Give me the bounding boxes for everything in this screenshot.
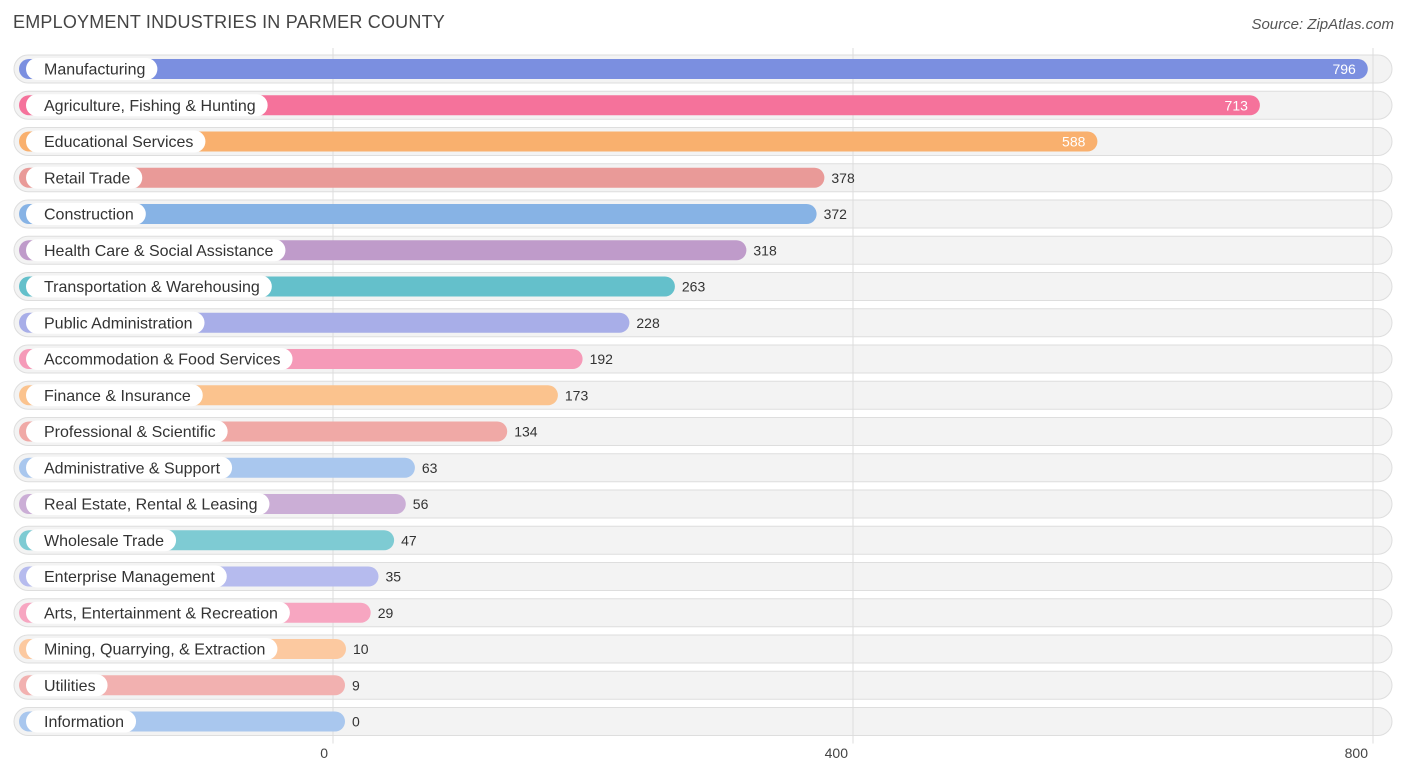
value-label: 0 bbox=[352, 714, 360, 730]
bar-label-background bbox=[26, 239, 286, 262]
x-tick-label: 800 bbox=[1345, 745, 1369, 761]
bar-label: Information bbox=[44, 714, 124, 731]
bar bbox=[19, 95, 1260, 116]
value-label: 263 bbox=[682, 279, 706, 295]
bar-row: Agriculture, Fishing & Hunting 713 bbox=[19, 94, 1260, 117]
bar-row: Finance & Insurance 173 bbox=[19, 384, 589, 407]
value-label: 192 bbox=[590, 351, 614, 367]
value-label: 713 bbox=[1225, 97, 1249, 113]
bar-label: Utilities bbox=[44, 678, 96, 695]
bar-row: Accommodation & Food Services 192 bbox=[19, 348, 613, 370]
bar-label: Construction bbox=[44, 207, 134, 224]
bar-label: Retail Trade bbox=[44, 170, 130, 187]
bar-label: Manufacturing bbox=[44, 62, 145, 79]
x-tick-label: 400 bbox=[825, 745, 849, 761]
value-label: 47 bbox=[401, 532, 417, 548]
bar-row: Retail Trade 378 bbox=[19, 166, 855, 189]
bar-label-background bbox=[26, 311, 205, 334]
bar-row: Manufacturing 796 bbox=[19, 58, 1368, 80]
bar-label-background bbox=[26, 674, 108, 697]
bar-label: Mining, Quarrying, & Extraction bbox=[44, 642, 265, 659]
bar-label-background bbox=[26, 420, 228, 443]
value-label: 378 bbox=[831, 170, 855, 186]
bar-label-background bbox=[26, 203, 146, 225]
bar bbox=[19, 131, 1098, 152]
bar-label-background bbox=[26, 710, 137, 733]
bar bbox=[19, 204, 817, 224]
bar-label-background bbox=[26, 638, 278, 660]
bar-row: Utilities 9 bbox=[19, 674, 360, 697]
value-label: 372 bbox=[824, 206, 848, 222]
bar-label: Enterprise Management bbox=[44, 569, 215, 586]
value-label: 35 bbox=[386, 569, 402, 585]
value-label: 56 bbox=[413, 496, 429, 512]
bar bbox=[19, 59, 1368, 79]
bar-row: Educational Services 588 bbox=[19, 130, 1098, 153]
bar-row: Mining, Quarrying, & Extraction 10 bbox=[19, 638, 369, 660]
bar-row: Enterprise Management 35 bbox=[19, 565, 402, 588]
bar-row: Real Estate, Rental & Leasing 56 bbox=[19, 493, 429, 515]
bar-label: Public Administration bbox=[44, 315, 193, 332]
bar-label-background bbox=[26, 384, 203, 407]
x-axis: 0 400 800 bbox=[320, 745, 1368, 761]
bar-label: Educational Services bbox=[44, 134, 193, 151]
value-label: 63 bbox=[422, 460, 438, 476]
bar-label-background bbox=[26, 130, 206, 153]
value-label: 228 bbox=[636, 315, 660, 331]
value-label: 134 bbox=[514, 424, 538, 440]
row-background bbox=[13, 670, 1393, 700]
row-background bbox=[13, 634, 1393, 664]
bar-label: Wholesale Trade bbox=[44, 533, 164, 550]
bar-row: Health Care & Social Assistance 318 bbox=[19, 239, 777, 262]
chart-source: Source: ZipAtlas.com bbox=[1251, 16, 1394, 33]
bar-label: Accommodation & Food Services bbox=[44, 352, 281, 369]
bar-row: Public Administration 228 bbox=[19, 311, 660, 334]
bar-row: Arts, Entertainment & Recreation 29 bbox=[19, 601, 394, 624]
value-label: 318 bbox=[753, 242, 777, 258]
bar-label: Arts, Entertainment & Recreation bbox=[44, 605, 278, 622]
bar-label-background bbox=[26, 166, 143, 189]
bar-row: Transportation & Warehousing 263 bbox=[19, 275, 706, 298]
bar-label-background bbox=[26, 275, 272, 298]
bar-row: Information 0 bbox=[19, 710, 360, 733]
bar-label: Professional & Scientific bbox=[44, 424, 216, 441]
value-label: 173 bbox=[565, 387, 589, 403]
bar-label-background bbox=[26, 601, 290, 624]
bar-label: Real Estate, Rental & Leasing bbox=[44, 497, 257, 514]
bar-label-background bbox=[26, 348, 293, 370]
chart-title: EMPLOYMENT INDUSTRIES IN PARMER COUNTY bbox=[13, 12, 445, 32]
row-background bbox=[13, 707, 1393, 736]
bar-label-background bbox=[26, 529, 177, 552]
bar-label-background bbox=[26, 58, 158, 80]
bar-row: Professional & Scientific 134 bbox=[19, 420, 538, 443]
bar-row: Administrative & Support 63 bbox=[19, 456, 438, 479]
bar-label-background bbox=[26, 493, 270, 515]
bar-label-background bbox=[26, 456, 233, 479]
bar-label: Agriculture, Fishing & Hunting bbox=[44, 98, 256, 115]
bar-label: Finance & Insurance bbox=[44, 388, 191, 405]
bar-label: Administrative & Support bbox=[44, 460, 221, 477]
bar-label-background bbox=[26, 565, 227, 588]
bar-label-background bbox=[26, 94, 268, 117]
value-label: 29 bbox=[378, 605, 394, 621]
value-label: 796 bbox=[1332, 61, 1356, 77]
bar-row: Construction 372 bbox=[19, 203, 847, 225]
bar-label: Health Care & Social Assistance bbox=[44, 243, 274, 260]
value-label: 9 bbox=[352, 677, 360, 693]
x-tick-label: 0 bbox=[320, 745, 328, 761]
value-label: 588 bbox=[1062, 134, 1086, 150]
bar bbox=[19, 167, 825, 188]
bar-label: Transportation & Warehousing bbox=[44, 279, 260, 296]
value-label: 10 bbox=[353, 641, 369, 657]
bar-row: Wholesale Trade 47 bbox=[19, 529, 417, 552]
